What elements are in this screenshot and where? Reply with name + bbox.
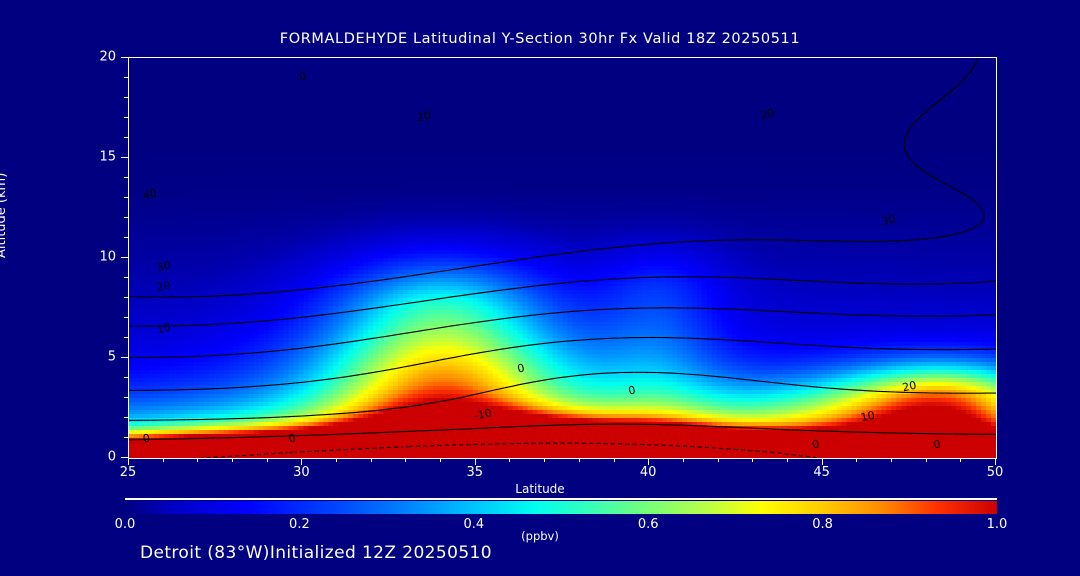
y-tick-minor [124, 297, 128, 298]
y-tick-major [121, 257, 128, 258]
y-tick-minor [124, 377, 128, 378]
y-tick-minor [124, 217, 128, 218]
y-tick-label: 0 [107, 449, 116, 465]
y-tick-minor [124, 417, 128, 418]
x-tick-minor [509, 458, 511, 462]
y-tick-label: 15 [99, 149, 116, 165]
y-tick-minor [124, 137, 128, 138]
x-tick-minor [752, 458, 754, 462]
x-tick-major [648, 458, 650, 465]
y-tick-major [121, 57, 128, 58]
x-tick-label: 35 [466, 465, 484, 480]
x-tick-major [128, 458, 129, 465]
x-tick-minor [162, 458, 164, 462]
x-tick-minor [578, 458, 580, 462]
colorbar-units-label: (ppbv) [521, 529, 559, 543]
x-tick-minor [890, 458, 892, 462]
y-tick-label: 10 [99, 249, 116, 265]
x-tick-minor [925, 458, 927, 462]
y-tick-major [121, 457, 128, 458]
colorbar-tick-label: 0.4 [463, 517, 485, 532]
y-tick-major [121, 157, 128, 158]
y-tick-minor [124, 337, 128, 338]
colorbar-topline [125, 498, 997, 500]
x-tick-minor [440, 458, 442, 462]
y-tick-minor [124, 437, 128, 438]
y-tick-minor [124, 77, 128, 78]
x-tick-minor [960, 458, 962, 462]
y-tick-minor [124, 197, 128, 198]
colorbar-tick-label: 0.6 [637, 517, 659, 532]
x-tick-label: 30 [293, 465, 310, 480]
colorbar-tick-label: 0.2 [289, 517, 310, 532]
chart-caption: Detroit (83°W)Initialized 12Z 20250510 [140, 543, 492, 563]
x-tick-major [821, 458, 823, 465]
x-axis-label: Latitude [515, 482, 565, 496]
x-tick-major [301, 458, 303, 465]
y-tick-label: 20 [99, 49, 116, 65]
y-tick-minor [124, 117, 128, 118]
x-tick-minor [682, 458, 684, 462]
x-tick-minor [370, 458, 372, 462]
x-tick-minor [544, 458, 546, 462]
plot-area: 40 30 20 10 0 0 20 0 -10 0 20 0 30 20 10 0 0 [128, 57, 997, 459]
y-tick-minor [124, 277, 128, 278]
x-tick-minor [613, 458, 615, 462]
x-tick-minor [717, 458, 719, 462]
y-tick-minor [124, 397, 128, 398]
x-tick-major [474, 458, 476, 465]
x-tick-label: 40 [639, 465, 657, 480]
x-tick-major [995, 458, 996, 465]
colorbar-gradient [125, 501, 997, 514]
y-tick-minor [124, 237, 128, 238]
x-tick-minor [405, 458, 407, 462]
colorbar-tick-label: 1.0 [986, 517, 1008, 532]
y-tick-minor [124, 317, 128, 318]
x-tick-minor [856, 458, 858, 462]
chart-title: FORMALDEHYDE Latitudinal Y-Section 30hr … [279, 31, 801, 47]
x-tick-label: 25 [119, 465, 137, 480]
plot-canvas: 40 30 20 10 0 0 20 0 -10 0 20 0 30 20 10 0 0 [129, 58, 996, 458]
colorbar-tick-label: 0.0 [114, 517, 136, 532]
colorbar-tick-label: 0.8 [812, 517, 833, 532]
x-tick-minor [232, 458, 234, 462]
colorbar [125, 501, 997, 514]
x-tick-label: 50 [986, 465, 1004, 480]
x-tick-minor [266, 458, 268, 462]
x-tick-label: 45 [813, 465, 830, 480]
y-tick-minor [124, 97, 128, 98]
y-tick-major [121, 357, 128, 358]
x-tick-minor [786, 458, 788, 462]
y-axis-label: Altitude (km) [0, 172, 9, 258]
y-tick-minor [124, 177, 128, 178]
x-tick-minor [197, 458, 199, 462]
x-tick-minor [336, 458, 338, 462]
y-tick-label: 5 [107, 349, 116, 365]
